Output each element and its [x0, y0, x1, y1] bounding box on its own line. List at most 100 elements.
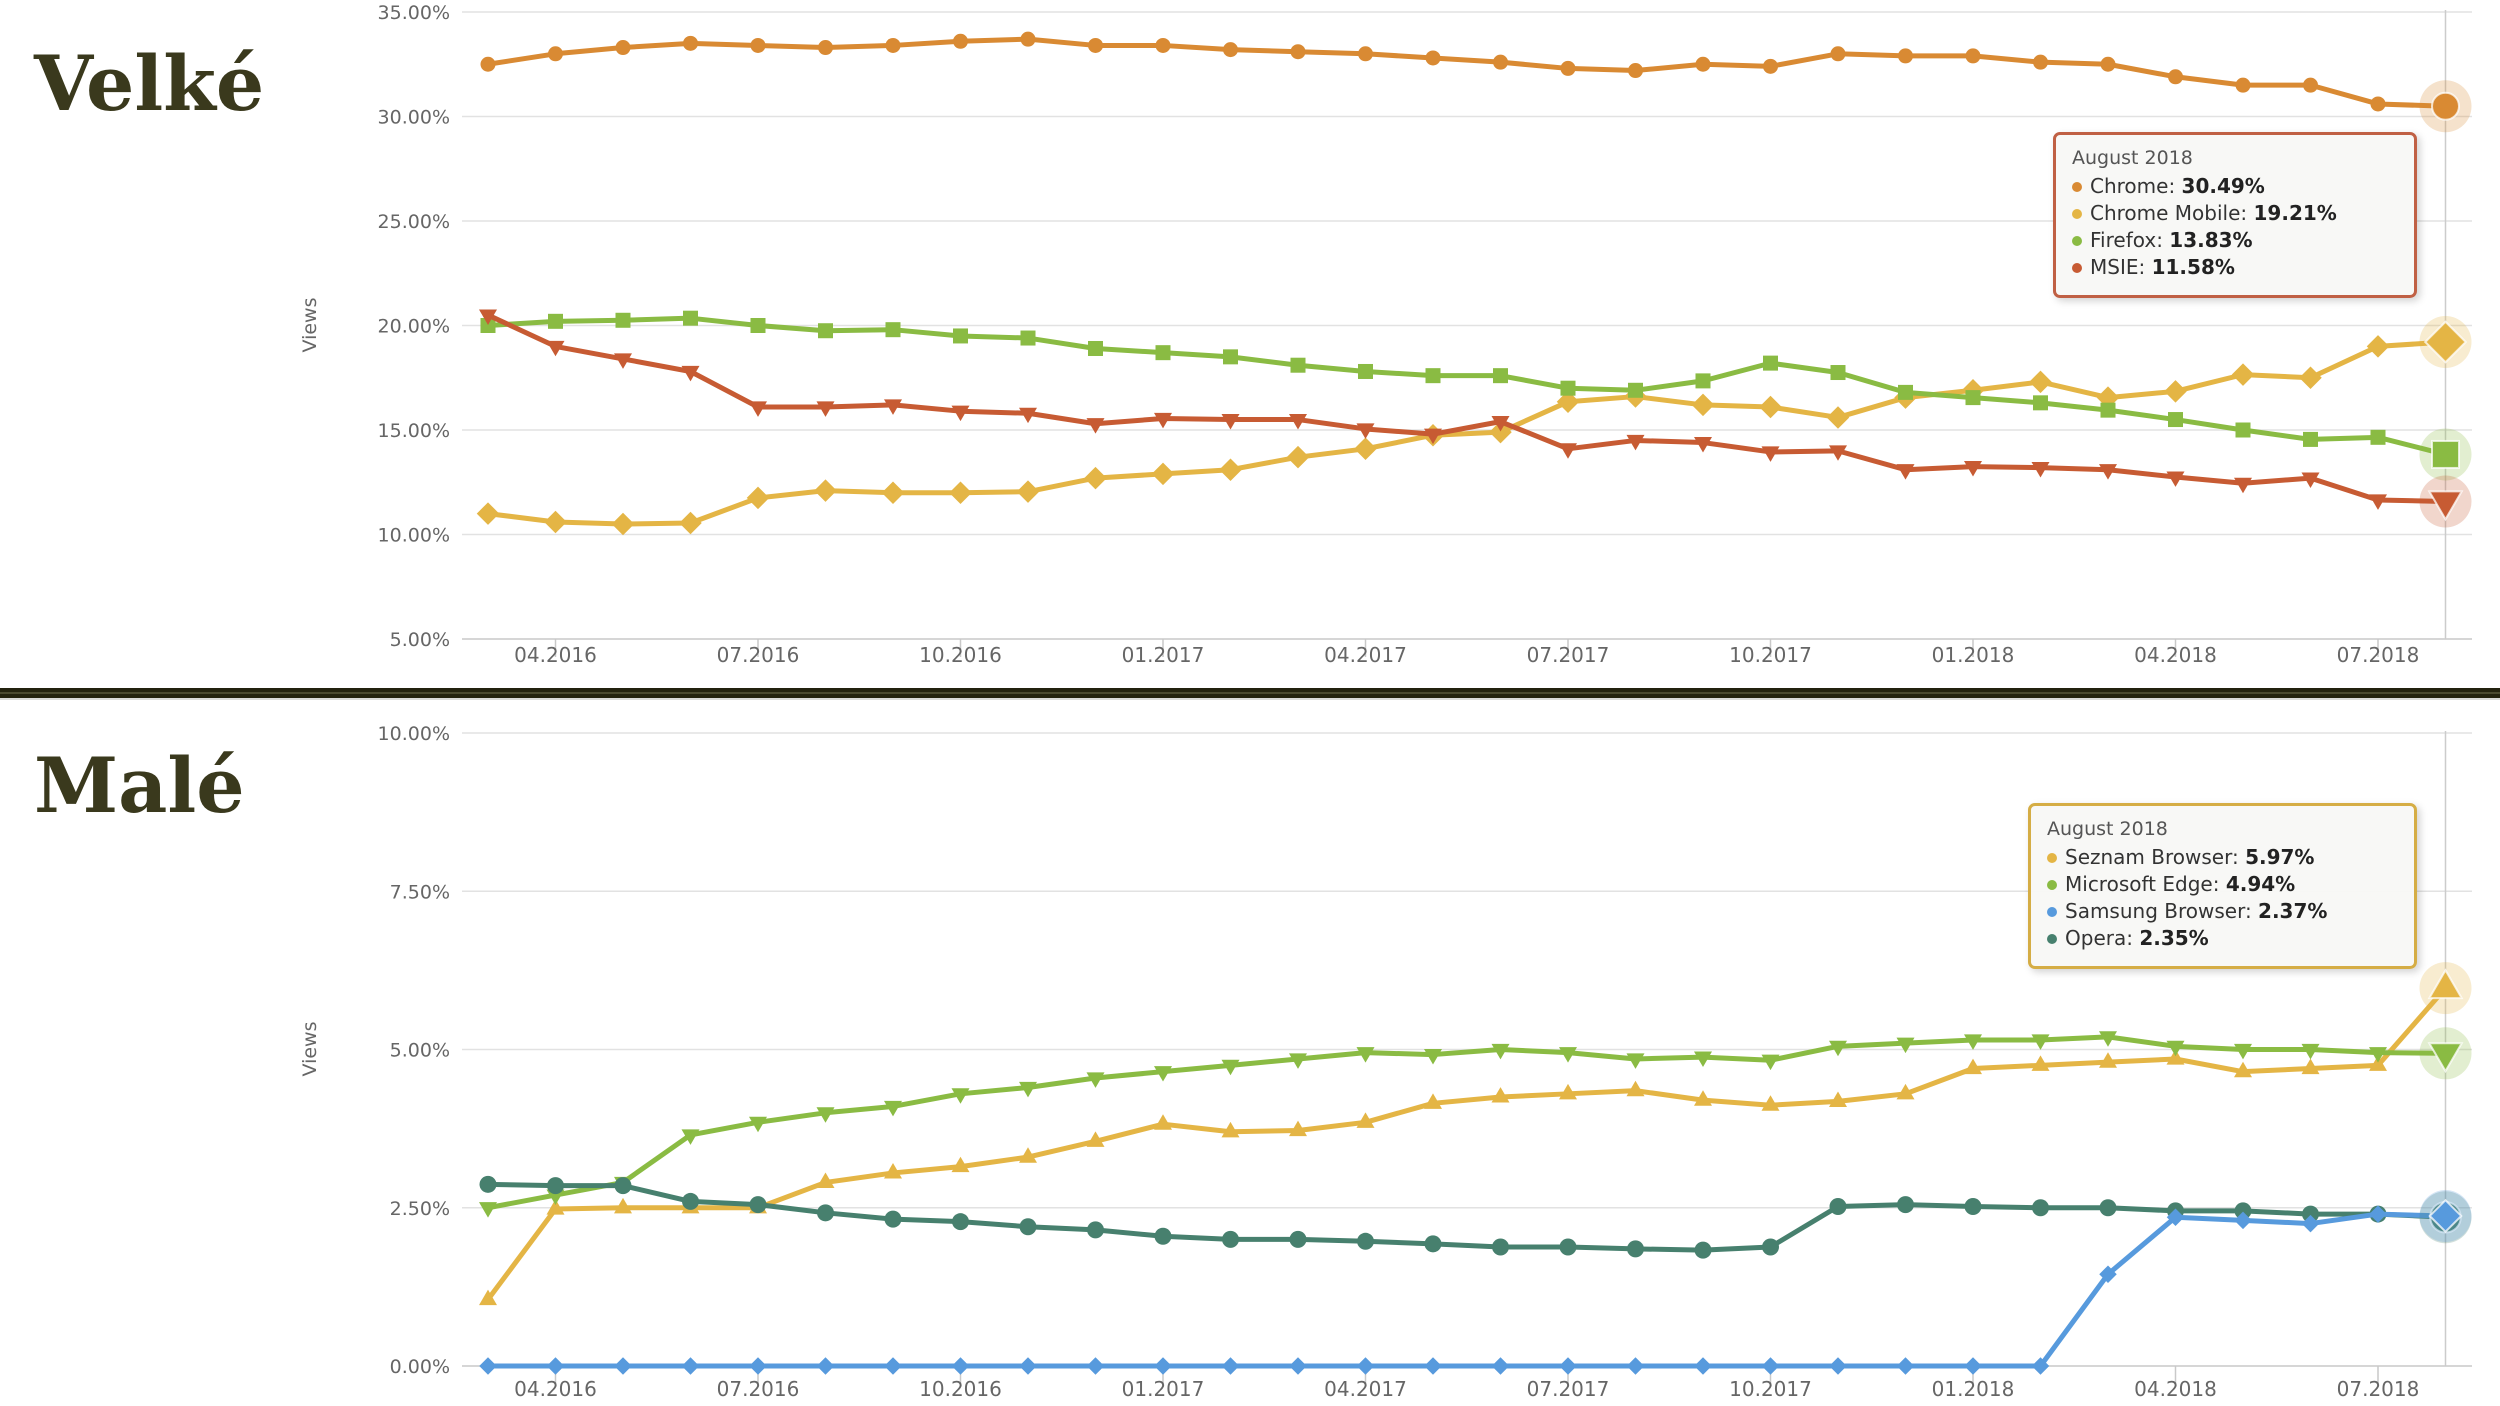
opera-point[interactable] — [2032, 1199, 2049, 1217]
seznam-browser-point[interactable] — [884, 1163, 902, 1179]
chrome-point[interactable] — [2100, 56, 2116, 72]
chrome-point[interactable] — [1628, 63, 1643, 79]
microsoft-edge-point[interactable] — [1491, 1043, 1510, 1060]
chrome-mobile-point[interactable] — [1354, 437, 1377, 461]
chrome-mobile-point[interactable] — [1556, 390, 1580, 414]
seznam-browser-point[interactable] — [1694, 1090, 1712, 1106]
samsung-browser-point[interactable] — [546, 1357, 565, 1375]
chrome-point[interactable] — [1088, 37, 1103, 53]
chrome-mobile-point[interactable] — [949, 481, 972, 504]
samsung-browser-point[interactable] — [2301, 1214, 2320, 1233]
msie-point[interactable] — [1626, 434, 1645, 451]
samsung-browser-point[interactable] — [951, 1357, 970, 1375]
opera-point[interactable] — [1829, 1197, 1847, 1215]
chrome-point[interactable] — [2303, 77, 2318, 93]
firefox-point[interactable] — [953, 328, 968, 344]
samsung-browser-point[interactable] — [749, 1357, 767, 1375]
samsung-browser-point[interactable] — [1491, 1357, 1510, 1375]
chrome-mobile-point[interactable] — [2366, 335, 2390, 358]
chrome-point[interactable] — [548, 46, 563, 62]
microsoft-edge-point[interactable] — [1424, 1048, 1442, 1065]
samsung-browser-point[interactable] — [614, 1357, 632, 1375]
msie-point[interactable] — [1896, 464, 1915, 480]
opera-point[interactable] — [1222, 1230, 1239, 1248]
seznam-browser-point[interactable] — [1356, 1112, 1375, 1128]
microsoft-edge-point[interactable] — [951, 1088, 970, 1104]
firefox-selected-point[interactable] — [2431, 439, 2460, 469]
chrome-point[interactable] — [1358, 46, 1373, 62]
firefox-point[interactable] — [2235, 422, 2251, 438]
chrome-point[interactable] — [750, 37, 766, 53]
opera-point[interactable] — [1424, 1235, 1442, 1253]
samsung-browser-point[interactable] — [1964, 1357, 1982, 1375]
samsung-browser-point[interactable] — [681, 1357, 700, 1375]
microsoft-edge-selected-point[interactable] — [2427, 1042, 2464, 1074]
chrome-mobile-point[interactable] — [679, 511, 702, 535]
msie-point[interactable] — [1221, 413, 1240, 430]
msie-point[interactable] — [1964, 460, 1982, 477]
chrome-point[interactable] — [1155, 37, 1171, 53]
samsung-browser-selected-point[interactable] — [2428, 1198, 2463, 1234]
microsoft-edge-point[interactable] — [1086, 1072, 1105, 1088]
firefox-point[interactable] — [750, 318, 766, 333]
samsung-browser-point[interactable] — [884, 1357, 902, 1375]
seznam-browser-point[interactable] — [951, 1156, 970, 1173]
opera-point[interactable] — [817, 1204, 834, 1222]
opera-point[interactable] — [1289, 1230, 1307, 1248]
microsoft-edge-point[interactable] — [546, 1189, 565, 1205]
seznam-browser-point[interactable] — [1829, 1091, 1847, 1107]
chrome-mobile-point[interactable] — [2231, 363, 2255, 386]
opera-point[interactable] — [1019, 1218, 1037, 1236]
seznam-browser-point[interactable] — [2166, 1049, 2185, 1065]
chrome-point[interactable] — [1763, 58, 1778, 74]
chrome-point[interactable] — [2033, 54, 2048, 70]
opera-point[interactable] — [952, 1213, 969, 1231]
opera-point[interactable] — [749, 1196, 767, 1214]
msie-point[interactable] — [951, 405, 970, 422]
firefox-point[interactable] — [1560, 380, 1576, 396]
msie-point[interactable] — [2031, 462, 2050, 478]
samsung-browser-point[interactable] — [1559, 1357, 1577, 1375]
microsoft-edge-point[interactable] — [479, 1202, 497, 1218]
chrome-point[interactable] — [1020, 31, 1036, 47]
firefox-point[interactable] — [1020, 330, 1036, 346]
samsung-browser-point[interactable] — [1424, 1357, 1442, 1375]
samsung-browser-point[interactable] — [1694, 1357, 1712, 1375]
chrome-mobile-point[interactable] — [1016, 480, 1040, 503]
microsoft-edge-point[interactable] — [2369, 1047, 2387, 1063]
chrome-point[interactable] — [1290, 44, 1306, 60]
msie-point[interactable] — [1154, 412, 1172, 429]
firefox-point[interactable] — [1965, 390, 1981, 406]
firefox-point[interactable] — [1763, 355, 1778, 371]
microsoft-edge-point[interactable] — [1694, 1051, 1712, 1067]
chrome-mobile-point[interactable] — [1219, 458, 1242, 481]
msie-point[interactable] — [1694, 436, 1712, 453]
microsoft-edge-point[interactable] — [884, 1100, 902, 1117]
chrome-mobile-point[interactable] — [2164, 380, 2187, 403]
seznam-browser-point[interactable] — [1289, 1120, 1307, 1137]
msie-point[interactable] — [2369, 494, 2387, 510]
samsung-browser-point[interactable] — [816, 1357, 835, 1375]
msie-point[interactable] — [884, 399, 902, 415]
chrome-point[interactable] — [2168, 69, 2183, 85]
seznam-browser-point[interactable] — [2099, 1052, 2117, 1068]
seznam-browser-point[interactable] — [1424, 1093, 1442, 1109]
chrome-mobile-point[interactable] — [881, 481, 905, 504]
chrome-point[interactable] — [1223, 42, 1238, 58]
chrome-mobile-point[interactable] — [2299, 366, 2322, 390]
firefox-point[interactable] — [1155, 345, 1171, 361]
seznam-browser-point[interactable] — [1559, 1083, 1577, 1100]
samsung-browser-point[interactable] — [1356, 1357, 1375, 1375]
firefox-point[interactable] — [2370, 429, 2386, 445]
chrome-point[interactable] — [2235, 77, 2251, 93]
seznam-browser-point[interactable] — [2234, 1061, 2252, 1078]
opera-point[interactable] — [1154, 1227, 1172, 1245]
seznam-browser-point[interactable] — [1491, 1087, 1510, 1103]
chrome-point[interactable] — [1425, 50, 1441, 66]
chrome-point[interactable] — [953, 33, 968, 49]
microsoft-edge-point[interactable] — [1559, 1047, 1577, 1063]
msie-point[interactable] — [1559, 443, 1577, 459]
firefox-point[interactable] — [1290, 357, 1306, 373]
microsoft-edge-point[interactable] — [2234, 1043, 2252, 1060]
opera-point[interactable] — [1357, 1232, 1374, 1250]
